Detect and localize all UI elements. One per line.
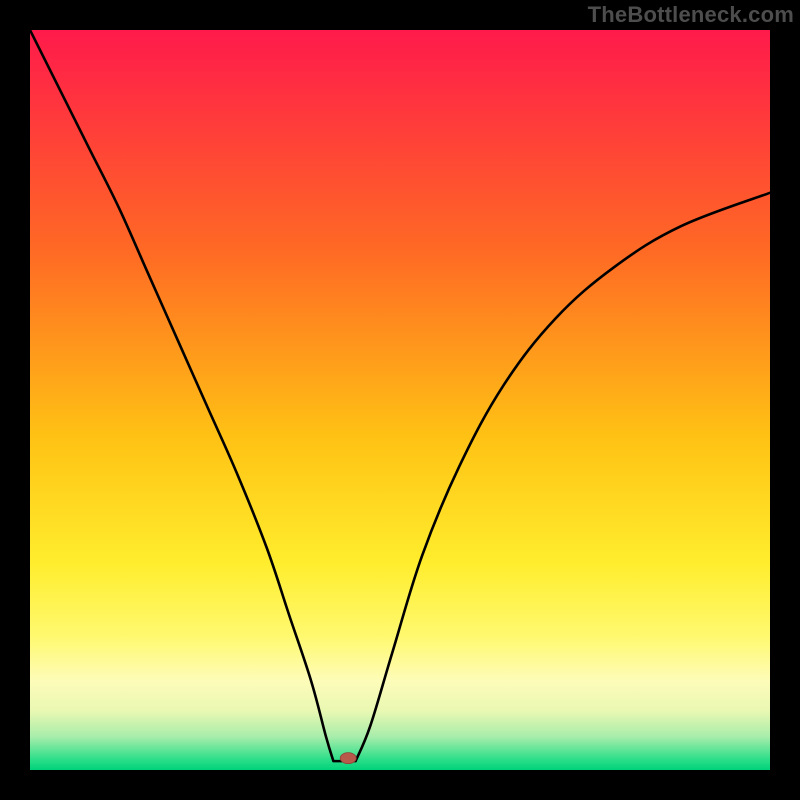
chart-svg <box>30 30 770 770</box>
plot-area <box>30 30 770 770</box>
optimal-point-marker <box>340 753 356 764</box>
gradient-background <box>30 30 770 770</box>
watermark-text: TheBottleneck.com <box>588 2 794 28</box>
outer-frame: TheBottleneck.com <box>0 0 800 800</box>
